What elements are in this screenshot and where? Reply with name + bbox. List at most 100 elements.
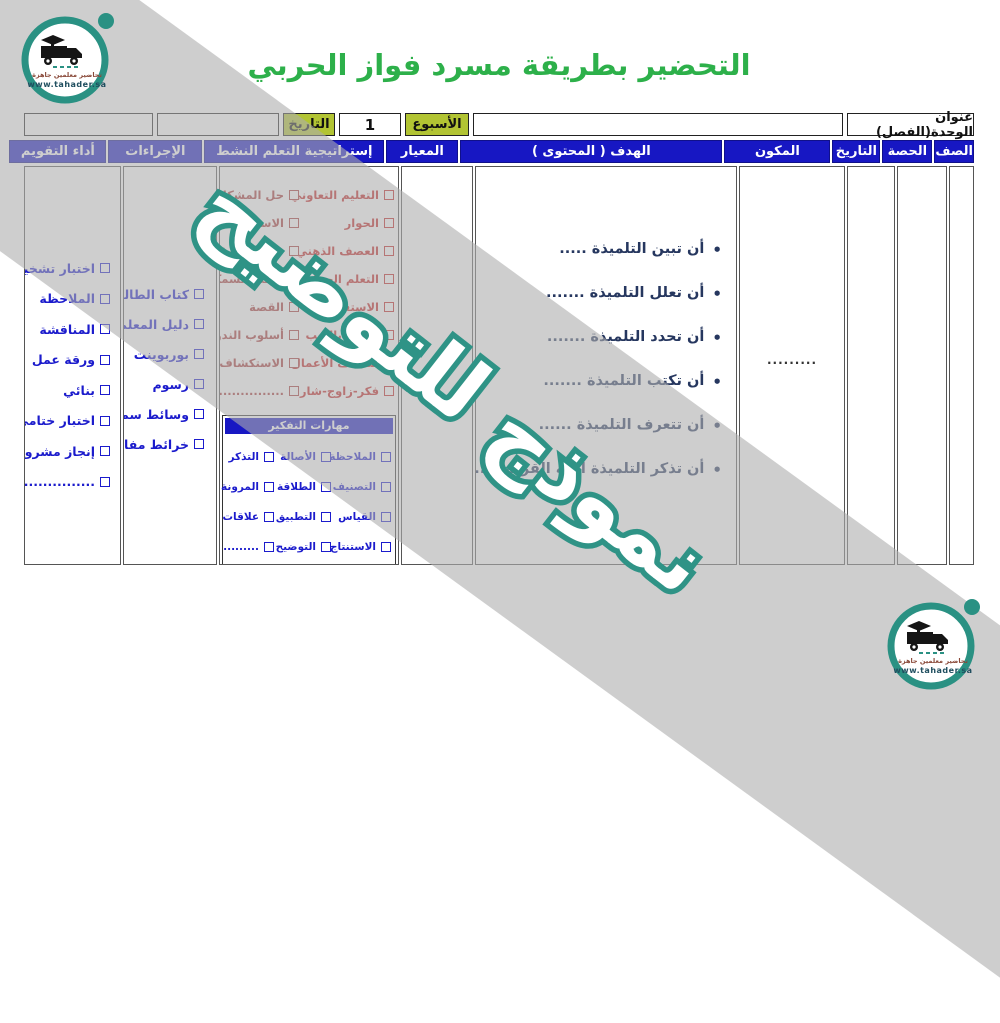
- checkbox-icon[interactable]: [385, 330, 395, 340]
- checkbox-icon[interactable]: [290, 190, 300, 200]
- procedure-item[interactable]: خرائط مفاهيم: [125, 429, 205, 459]
- strategy-item[interactable]: الاستنتاج: [221, 216, 300, 230]
- date-field[interactable]: [158, 113, 280, 136]
- thinking-skill-item[interactable]: التطبيق: [275, 511, 332, 523]
- thinking-skill-item[interactable]: التذكر: [221, 451, 275, 463]
- strategy-item[interactable]: القصة: [221, 300, 300, 314]
- evaluation-item[interactable]: إنجاز مشروع: [26, 436, 111, 467]
- cell-procedures: كتاب الطالبة دليل المعلمة بوربوينت رسوم …: [124, 166, 218, 565]
- strategy-item[interactable]: الاستكشاف: [221, 356, 300, 370]
- evaluation-item[interactable]: ................: [26, 467, 111, 498]
- procedure-item[interactable]: كتاب الطالبة: [125, 279, 205, 309]
- checkbox-icon[interactable]: [101, 415, 111, 426]
- evaluation-label: الملاحظة: [40, 291, 96, 307]
- strategy-item[interactable]: العصف الذهني: [297, 244, 395, 258]
- checkbox-icon[interactable]: [101, 324, 111, 335]
- thinking-skill-item[interactable]: .........: [221, 541, 275, 553]
- thinking-skill-item[interactable]: التصنيف: [332, 481, 392, 493]
- checkbox-icon[interactable]: [265, 452, 275, 462]
- procedure-item[interactable]: بوربوينت: [127, 339, 205, 369]
- checkbox-icon[interactable]: [290, 358, 300, 368]
- checkbox-icon[interactable]: [265, 542, 275, 552]
- thinking-skill-item[interactable]: الملاحظة: [330, 451, 392, 463]
- thinking-skill-label: الملاحظة: [330, 451, 377, 463]
- strategy-item[interactable]: فكر-زاوج-شارك: [290, 384, 395, 398]
- cell-date[interactable]: [848, 166, 896, 565]
- checkbox-icon[interactable]: [195, 349, 205, 359]
- checkbox-icon[interactable]: [382, 452, 392, 462]
- checkbox-icon[interactable]: [322, 482, 332, 492]
- procedure-item[interactable]: وسائط سمعية: [125, 399, 205, 429]
- strategy-item[interactable]: صحائف الأعمال: [292, 356, 395, 370]
- evaluation-item[interactable]: اختبار ختامي: [26, 406, 111, 437]
- cell-period[interactable]: [898, 166, 948, 565]
- checkbox-icon[interactable]: [195, 289, 205, 299]
- strategy-item[interactable]: خرائط المفاهيم: [221, 244, 300, 258]
- checkbox-icon[interactable]: [322, 542, 332, 552]
- goal-item: • أن تتعرف التلميذة ......: [481, 417, 723, 461]
- evaluation-item[interactable]: الملاحظة: [28, 284, 111, 315]
- cell-component[interactable]: .........: [740, 166, 846, 565]
- checkbox-icon[interactable]: [385, 302, 395, 312]
- checkbox-icon[interactable]: [290, 218, 300, 228]
- thinking-skill-item[interactable]: القياس: [332, 511, 392, 523]
- checkbox-icon[interactable]: [290, 386, 300, 396]
- strategy-item[interactable]: حل المشكلات: [221, 188, 300, 202]
- checkbox-icon[interactable]: [265, 512, 275, 522]
- evaluation-item[interactable]: بنائي: [28, 375, 111, 406]
- thinking-skill-item[interactable]: الاستنتاج: [331, 541, 392, 553]
- checkbox-icon[interactable]: [290, 246, 300, 256]
- strategy-label: الحوار: [345, 216, 380, 230]
- evaluation-item[interactable]: اختبار تشخيصي: [26, 253, 111, 284]
- checkbox-icon[interactable]: [265, 482, 275, 492]
- procedure-item[interactable]: دليل المعلمة: [125, 309, 205, 339]
- checkbox-icon[interactable]: [385, 190, 395, 200]
- checkbox-icon[interactable]: [195, 439, 205, 449]
- cell-standard[interactable]: [402, 166, 474, 565]
- week-value-field[interactable]: 1: [340, 113, 402, 136]
- checkbox-icon[interactable]: [101, 263, 111, 274]
- checkbox-icon[interactable]: [382, 512, 392, 522]
- procedure-item[interactable]: رسوم: [127, 369, 205, 399]
- checkbox-icon[interactable]: [322, 452, 332, 462]
- checkbox-icon[interactable]: [385, 246, 395, 256]
- checkbox-icon[interactable]: [385, 386, 395, 396]
- checkbox-icon[interactable]: [290, 302, 300, 312]
- evaluation-item[interactable]: ورقة عمل: [28, 345, 111, 376]
- checkbox-icon[interactable]: [101, 476, 111, 487]
- checkbox-icon[interactable]: [101, 446, 111, 457]
- strategy-item[interactable]: الاستقصاء: [300, 300, 395, 314]
- header-date: التاريخ: [833, 140, 882, 163]
- cell-class[interactable]: [950, 166, 975, 565]
- checkbox-icon[interactable]: [322, 512, 332, 522]
- thinking-skill-item[interactable]: علاقات الأرقام: [221, 511, 275, 523]
- checkbox-icon[interactable]: [195, 319, 205, 329]
- checkbox-icon[interactable]: [290, 274, 300, 284]
- checkbox-icon[interactable]: [101, 354, 111, 365]
- strategy-item[interactable]: التعليم التعاوني: [291, 188, 395, 202]
- procedure-label: خرائط مفاهيم: [125, 436, 190, 452]
- checkbox-icon[interactable]: [385, 274, 395, 284]
- thinking-skill-item[interactable]: المرونة: [221, 481, 275, 493]
- thinking-skill-item[interactable]: الأصالة: [275, 451, 332, 463]
- strategy-item[interactable]: هيكلة السمكة: [221, 272, 300, 286]
- strategy-item[interactable]: التعلم باللعب: [300, 328, 395, 342]
- unit-title-field[interactable]: [474, 113, 844, 136]
- strategy-item[interactable]: أسلوب الندوة: [221, 328, 300, 342]
- strategy-item[interactable]: الحوار: [300, 216, 395, 230]
- evaluation-item[interactable]: المناقشة: [28, 314, 111, 345]
- strategy-item[interactable]: ................: [221, 384, 300, 398]
- checkbox-icon[interactable]: [195, 409, 205, 419]
- thinking-skill-item[interactable]: التوضيح: [275, 541, 332, 553]
- checkbox-icon[interactable]: [382, 482, 392, 492]
- strategy-item[interactable]: التعلم الجماعي: [295, 272, 395, 286]
- checkbox-icon[interactable]: [385, 358, 395, 368]
- thinking-skill-item[interactable]: الطلاقة: [275, 481, 332, 493]
- checkbox-icon[interactable]: [385, 218, 395, 228]
- checkbox-icon[interactable]: [101, 385, 111, 396]
- checkbox-icon[interactable]: [101, 293, 111, 304]
- checkbox-icon[interactable]: [382, 542, 392, 552]
- checkbox-icon[interactable]: [290, 330, 300, 340]
- extra-field[interactable]: [25, 113, 154, 136]
- checkbox-icon[interactable]: [195, 379, 205, 389]
